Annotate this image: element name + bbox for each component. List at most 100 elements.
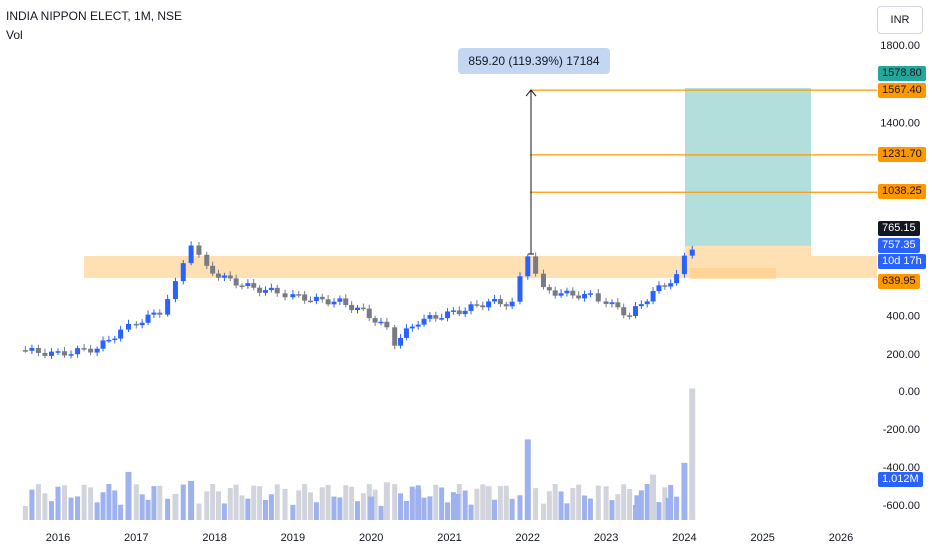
- volume-bar: [533, 488, 538, 520]
- candle-body: [296, 294, 301, 296]
- volume-bar: [439, 487, 444, 520]
- volume-bar: [422, 498, 427, 520]
- volume-spike: [384, 482, 390, 520]
- candle-body: [101, 340, 106, 348]
- candle-body: [621, 307, 626, 315]
- volume-bar: [355, 501, 360, 520]
- candle-body: [451, 310, 456, 312]
- currency-button[interactable]: INR: [877, 6, 923, 34]
- candle-body: [486, 301, 491, 307]
- candle-body: [302, 294, 307, 300]
- candle-body: [263, 290, 268, 293]
- volume-bar: [82, 485, 87, 520]
- candle-body: [576, 295, 581, 298]
- volume-spike: [125, 472, 131, 520]
- volume-bar: [222, 503, 227, 520]
- volume-bar: [257, 486, 262, 520]
- candle-body: [422, 319, 427, 325]
- volume-tick-label: 0.00: [899, 386, 920, 398]
- tag-1231: 1231.70: [878, 147, 926, 162]
- candle-body: [378, 322, 383, 324]
- candle-body: [36, 348, 41, 353]
- candle-body: [140, 323, 145, 325]
- candle-body: [134, 324, 139, 326]
- volume-bar: [474, 489, 479, 520]
- volume-spike: [681, 463, 687, 520]
- candle-body: [228, 275, 233, 278]
- candle-body: [23, 350, 28, 352]
- candle-body: [75, 348, 80, 354]
- volume-bar: [269, 494, 274, 520]
- volume-bar: [302, 484, 307, 520]
- candle-body: [95, 349, 100, 353]
- volume-bar: [463, 491, 468, 520]
- measure-label: 859.20 (119.39%) 17184: [458, 48, 610, 74]
- x-tick-label: 2016: [46, 532, 70, 544]
- x-tick-label: 2025: [750, 532, 774, 544]
- candle-body: [332, 302, 337, 305]
- candle-body: [416, 325, 421, 327]
- volume-bar: [492, 500, 497, 520]
- candle-body: [189, 246, 194, 264]
- volume-bar: [404, 501, 409, 520]
- candle-body: [492, 299, 497, 301]
- volume-bar: [378, 506, 383, 520]
- volume-bar: [234, 485, 239, 520]
- candle-body: [29, 348, 34, 351]
- candle-body: [656, 285, 661, 291]
- candle-body: [609, 302, 614, 304]
- candle-body: [498, 299, 503, 304]
- chart-title: INDIA NIPPON ELECT, 1M, NSE: [6, 9, 182, 23]
- candle-body: [173, 281, 178, 299]
- candle-body: [361, 308, 366, 310]
- volume-tag: 1.012M: [878, 472, 923, 487]
- candle-body: [126, 324, 131, 330]
- candle-body: [42, 353, 47, 356]
- volume-bar: [656, 502, 661, 520]
- volume-bar: [361, 493, 366, 520]
- candle-body: [165, 299, 170, 315]
- volume-bar: [62, 485, 67, 520]
- volume-spike: [525, 439, 531, 520]
- candle-body: [457, 310, 462, 314]
- volume-spike: [650, 475, 656, 521]
- tag-countdown: 10d 17h: [878, 254, 926, 269]
- x-tick-label: 2026: [829, 532, 853, 544]
- volume-bar: [42, 493, 47, 520]
- tag-757: 757.35: [878, 238, 920, 253]
- candle-body: [240, 285, 245, 287]
- volume-bar: [69, 498, 74, 520]
- candle-body: [668, 283, 673, 286]
- volume-bar: [645, 484, 650, 520]
- volume-bar: [576, 485, 581, 520]
- volume-bar: [283, 489, 288, 520]
- volume-bar: [445, 502, 450, 520]
- candle-body: [49, 352, 54, 356]
- volume-spike: [368, 497, 374, 520]
- volume-bar: [582, 496, 587, 520]
- volume-bar: [604, 486, 609, 520]
- volume-bar: [296, 490, 301, 520]
- volume-bar: [596, 486, 601, 520]
- volume-bar: [49, 501, 54, 520]
- candle-body: [427, 315, 432, 319]
- candle-body: [62, 351, 67, 355]
- x-tick-label: 2020: [359, 532, 383, 544]
- volume-bar: [140, 494, 145, 520]
- volume-label: Vol: [6, 28, 23, 42]
- volume-bar: [95, 502, 100, 520]
- volume-bar: [165, 499, 170, 520]
- volume-tick-label: -200.00: [883, 424, 920, 436]
- volume-bar: [433, 485, 438, 520]
- candle-body: [570, 291, 575, 296]
- volume-bar: [469, 505, 474, 520]
- candle-body: [210, 266, 215, 274]
- candle-body: [337, 298, 342, 301]
- tag-1578: 1578.80: [878, 66, 926, 81]
- x-tick-label: 2019: [281, 532, 305, 544]
- candle-body: [118, 330, 123, 339]
- y-tick-label: 1400.00: [880, 117, 920, 129]
- volume-bar: [517, 495, 522, 520]
- volume-bar: [36, 484, 41, 520]
